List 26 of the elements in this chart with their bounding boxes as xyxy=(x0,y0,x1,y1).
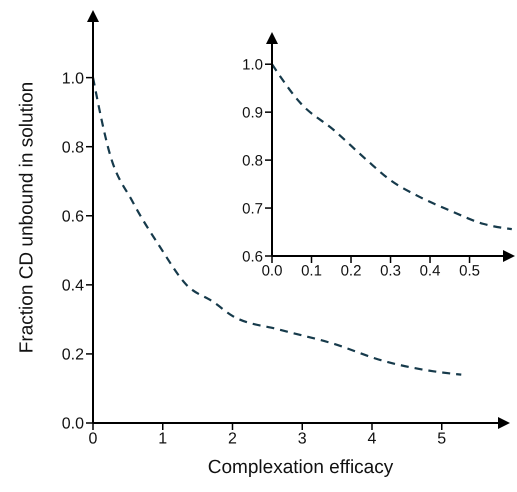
x-tick-label: 3 xyxy=(298,430,307,448)
y-tick-label: 0.6 xyxy=(62,208,84,226)
x-tick-label: 0.5 xyxy=(459,262,480,280)
x-axis-title: Complexation efficacy xyxy=(208,457,394,478)
x-tick-label: 0.1 xyxy=(301,262,322,280)
x-tick-label: 0.3 xyxy=(380,262,401,280)
x-tick-label: 5 xyxy=(437,430,446,448)
y-axis-title: Fraction CD unbound in solution xyxy=(16,82,38,354)
x-tick-label: 0.2 xyxy=(340,262,362,280)
y-tick-label: 0.0 xyxy=(62,416,84,433)
y-tick-label: 0.2 xyxy=(62,346,84,364)
y-tick-label: 1.0 xyxy=(62,70,84,88)
x-tick-label: 4 xyxy=(368,430,377,448)
y-tick-label: 0.7 xyxy=(242,200,263,218)
y-tick-label: 0.4 xyxy=(62,278,84,295)
y-tick-label: 0.6 xyxy=(242,248,263,266)
line-series xyxy=(272,63,513,230)
x-tick-label: 1 xyxy=(158,430,168,448)
y-tick-label: 0.8 xyxy=(62,139,84,156)
x-tick-label: 0.4 xyxy=(420,262,440,280)
x-tick-label: 0.0 xyxy=(262,262,282,280)
y-tick-label: 1.0 xyxy=(242,56,263,74)
x-tick-label: 2 xyxy=(228,430,238,448)
x-tick-label: 0 xyxy=(88,430,98,448)
y-tick-label: 0.8 xyxy=(242,152,263,170)
y-tick-label: 0.9 xyxy=(242,104,263,122)
